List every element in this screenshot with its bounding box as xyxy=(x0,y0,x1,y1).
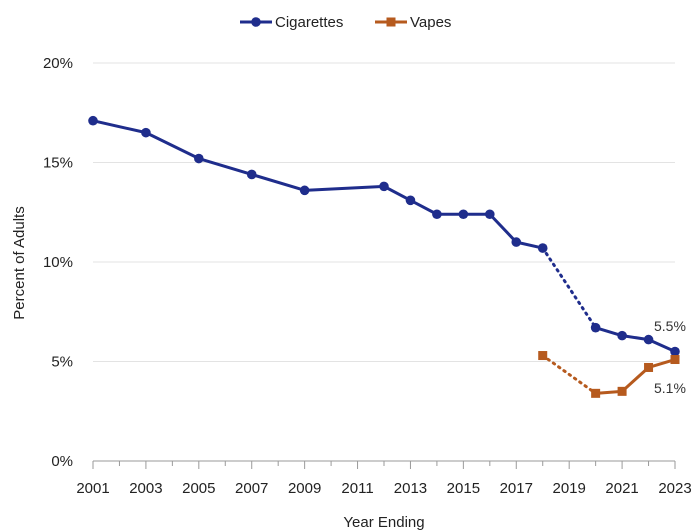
data-point xyxy=(537,243,548,253)
x-tick-label: 2017 xyxy=(500,480,533,497)
dotted-line-segment xyxy=(541,246,598,330)
x-tick-label: 2005 xyxy=(182,480,215,497)
data-point xyxy=(590,322,601,333)
line-segment xyxy=(91,119,148,135)
x-tick-label: 2013 xyxy=(394,480,427,497)
line-segment xyxy=(488,212,518,244)
line-segment xyxy=(197,157,254,176)
cigarettes-end-label: 5.5% xyxy=(654,318,686,334)
x-tick-label: 2019 xyxy=(552,480,585,497)
y-tick-label: 20% xyxy=(43,55,73,72)
data-point xyxy=(299,185,310,196)
y-tick-label: 5% xyxy=(51,354,73,371)
vapes-end-label: 5.1% xyxy=(654,380,686,396)
x-tick-label: 2021 xyxy=(605,480,638,497)
x-tick-label: 2001 xyxy=(76,480,109,497)
annotations: 5.5% 5.1% xyxy=(654,318,686,396)
x-tick-label: 2011 xyxy=(341,480,373,497)
line-segment xyxy=(382,184,412,202)
legend: Cigarettes Vapes xyxy=(240,14,451,31)
axes: 0% 5% 10% 15% 20% 2001 2003 2005 2007 2009 2011 201… xyxy=(43,55,692,497)
data-point xyxy=(88,115,98,126)
data-point xyxy=(246,169,257,180)
line-segment xyxy=(408,198,439,216)
data-point xyxy=(617,386,627,396)
legend-marker xyxy=(251,17,261,27)
y-tick-label: 0% xyxy=(51,453,73,470)
legend-item-vapes: Vapes xyxy=(375,14,451,31)
data-point xyxy=(458,209,469,220)
x-axis-title: Year Ending xyxy=(343,514,424,531)
line-segment xyxy=(144,131,201,161)
data-point xyxy=(670,355,680,365)
data-point xyxy=(485,209,495,220)
line-segment xyxy=(250,172,307,192)
legend-label: Vapes xyxy=(410,14,451,31)
x-tick-label: 2007 xyxy=(235,480,268,497)
data-point xyxy=(405,195,416,206)
legend-label: Cigarettes xyxy=(275,14,343,31)
cigarettes-series xyxy=(88,115,680,357)
data-point xyxy=(591,388,601,398)
grid-lines xyxy=(93,62,675,362)
data-point xyxy=(643,334,654,345)
data-point xyxy=(538,351,548,361)
y-axis-title: Percent of Adults xyxy=(11,206,28,319)
y-tick-label: 15% xyxy=(43,155,73,172)
line-segment xyxy=(303,184,386,192)
x-tick-label: 2003 xyxy=(129,480,162,497)
x-tick-label: 2015 xyxy=(447,480,480,497)
dotted-line-segment xyxy=(541,354,598,395)
x-tick-label: 2023 xyxy=(658,480,691,497)
x-tick-label: 2009 xyxy=(288,480,321,497)
data-point xyxy=(379,181,389,192)
legend-item-cigarettes: Cigarettes xyxy=(240,14,343,31)
data-point xyxy=(644,362,654,372)
y-tick-label: 10% xyxy=(43,254,73,271)
data-point xyxy=(617,330,627,341)
data-point xyxy=(194,153,204,164)
data-point xyxy=(432,209,442,220)
legend-marker xyxy=(386,17,396,27)
data-point xyxy=(511,237,522,247)
vapes-series xyxy=(538,351,680,398)
series-layer xyxy=(88,115,680,398)
data-point xyxy=(141,127,151,138)
data-point xyxy=(670,346,680,357)
line-segment xyxy=(647,338,677,354)
